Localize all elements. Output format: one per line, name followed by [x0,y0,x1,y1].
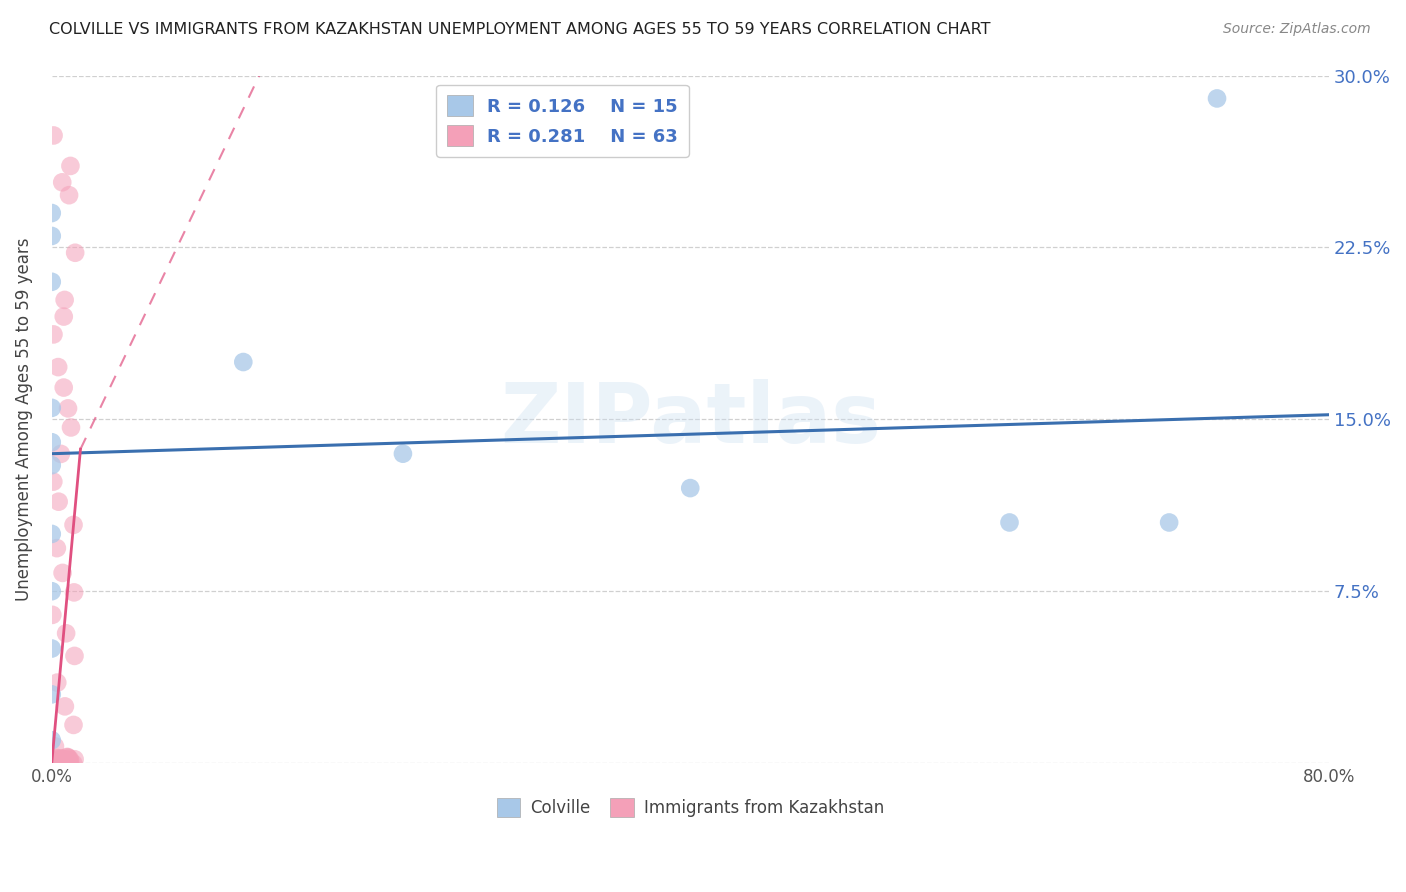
Point [52,763,75,777]
Point [46,360,69,375]
Point [41,733,63,747]
Text: ZIPatlas: ZIPatlas [499,379,880,459]
Point [51,175,73,189]
Point [58,760,80,774]
Point [55,626,77,640]
Point [58,756,80,770]
Point [59,752,82,766]
Point [41,435,63,450]
Point [53,754,76,768]
Point [49,753,72,767]
Point [48,762,70,776]
Point [52,381,75,395]
Point [52,757,75,772]
Point [56,750,79,764]
Point [41,754,63,768]
Point [41,584,63,599]
Point [59,420,82,434]
Point [62,756,84,771]
Point [55,758,77,772]
Point [392,447,415,461]
Point [45,541,67,555]
Point [41,641,63,656]
Point [63,752,86,766]
Point [59,754,82,768]
Point [41,527,63,541]
Point [59,159,82,173]
Point [56,753,79,767]
Point [52,566,75,580]
Point [45,751,67,765]
Point [53,293,76,307]
Point [52,759,75,773]
Point [58,761,80,775]
Point [48,752,70,766]
Point [58,763,80,777]
Point [42,763,65,777]
Point [49,752,72,766]
Point [49,755,72,769]
Point [41,275,63,289]
Y-axis label: Unemployment Among Ages 55 to 59 years: Unemployment Among Ages 55 to 59 years [15,237,32,601]
Point [53,761,76,775]
Point [679,481,702,495]
Point [63,648,86,663]
Point [41,229,63,244]
Point [42,128,65,143]
Point [42,327,65,342]
Point [53,699,76,714]
Point [232,355,254,369]
Point [51,760,73,774]
Point [51,755,73,769]
Point [1206,91,1229,105]
Point [56,401,79,416]
Point [41,687,63,701]
Point [41,458,63,472]
Point [44,739,66,754]
Point [41,401,63,415]
Point [51,757,73,772]
Point [52,753,75,767]
Point [1159,516,1181,530]
Point [56,750,79,764]
Point [48,494,70,508]
Point [52,752,75,766]
Point [52,310,75,324]
Point [62,517,84,532]
Text: COLVILLE VS IMMIGRANTS FROM KAZAKHSTAN UNEMPLOYMENT AMONG AGES 55 TO 59 YEARS CO: COLVILLE VS IMMIGRANTS FROM KAZAKHSTAN U… [49,22,991,37]
Point [42,475,65,489]
Point [53,755,76,769]
Point [62,718,84,732]
Point [58,188,80,202]
Point [998,516,1021,530]
Point [41,607,63,622]
Point [63,585,86,599]
Point [46,675,69,690]
Point [41,206,63,220]
Point [63,245,86,260]
Point [56,751,79,765]
Point [49,756,72,771]
Text: Source: ZipAtlas.com: Source: ZipAtlas.com [1223,22,1371,37]
Point [49,447,72,461]
Point [60,761,83,775]
Point [45,762,67,776]
Legend: Colville, Immigrants from Kazakhstan: Colville, Immigrants from Kazakhstan [491,791,890,823]
Point [51,751,73,765]
Point [42,761,65,775]
